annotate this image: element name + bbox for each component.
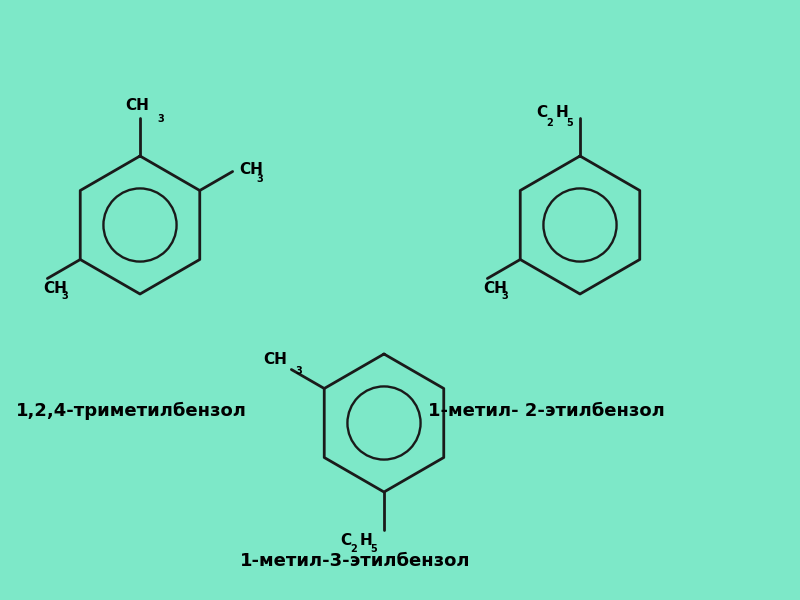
Text: 5: 5 xyxy=(370,544,377,554)
Text: CH: CH xyxy=(263,352,287,367)
Text: CH: CH xyxy=(239,161,263,176)
Text: 1-метил- 2-этилбензол: 1-метил- 2-этилбензол xyxy=(428,402,665,420)
Text: C: C xyxy=(536,104,547,119)
Text: CH: CH xyxy=(43,281,67,296)
Text: H: H xyxy=(555,104,568,119)
Text: H: H xyxy=(359,533,372,548)
Text: 3: 3 xyxy=(257,174,263,184)
Text: 1,2,4-триметилбензол: 1,2,4-триметилбензол xyxy=(16,402,247,420)
Text: CH: CH xyxy=(483,281,507,296)
Text: 3: 3 xyxy=(158,114,164,124)
Text: 5: 5 xyxy=(566,118,573,128)
Text: 2: 2 xyxy=(546,118,553,128)
Text: 3: 3 xyxy=(61,291,68,301)
Text: CH: CH xyxy=(125,98,149,113)
Text: 2: 2 xyxy=(350,544,357,554)
Text: 1-метил-3-этилбензол: 1-метил-3-этилбензол xyxy=(240,552,470,570)
Text: 3: 3 xyxy=(501,291,508,301)
Text: C: C xyxy=(340,533,351,548)
Text: 3: 3 xyxy=(295,366,302,376)
